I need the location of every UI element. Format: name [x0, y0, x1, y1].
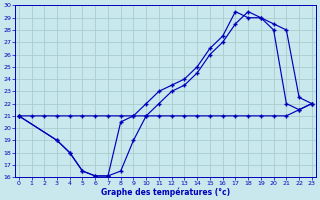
X-axis label: Graphe des températures (°c): Graphe des températures (°c) — [101, 187, 230, 197]
